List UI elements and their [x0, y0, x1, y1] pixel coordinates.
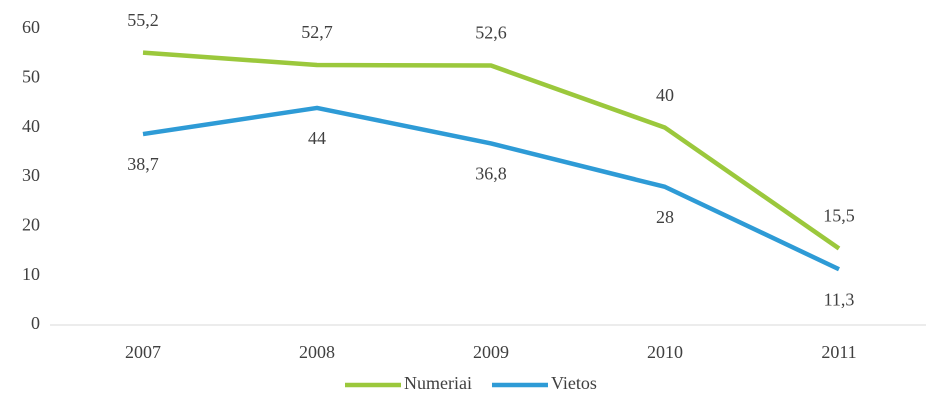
y-tick-label: 50 — [22, 66, 40, 86]
data-label: 15,5 — [823, 206, 855, 226]
x-tick-label: 2008 — [299, 342, 335, 362]
series-line — [142, 105, 840, 272]
data-label: 52,7 — [301, 22, 333, 42]
data-label: 55,2 — [127, 10, 159, 30]
data-label: 36,8 — [475, 164, 507, 184]
y-tick-label: 10 — [22, 264, 40, 284]
data-label: 11,3 — [824, 289, 855, 309]
y-tick-label: 60 — [22, 17, 40, 37]
y-tick-label: 30 — [22, 165, 40, 185]
y-tick-label: 40 — [22, 116, 40, 136]
x-tick-label: 2007 — [125, 342, 161, 362]
y-tick-label: 0 — [31, 313, 40, 333]
x-tick-label: 2009 — [473, 342, 509, 362]
data-label: 38,7 — [127, 154, 159, 174]
series-line — [142, 50, 841, 251]
legend-label: Vietos — [551, 373, 597, 393]
y-tick-label: 20 — [22, 214, 40, 234]
data-label: 52,6 — [475, 23, 507, 43]
data-label: 44 — [308, 128, 326, 148]
x-tick-label: 2010 — [647, 342, 683, 362]
data-label: 40 — [656, 85, 674, 105]
data-label: 28 — [656, 207, 674, 227]
legend-label: Numeriai — [404, 373, 472, 393]
x-tick-label: 2011 — [821, 342, 856, 362]
